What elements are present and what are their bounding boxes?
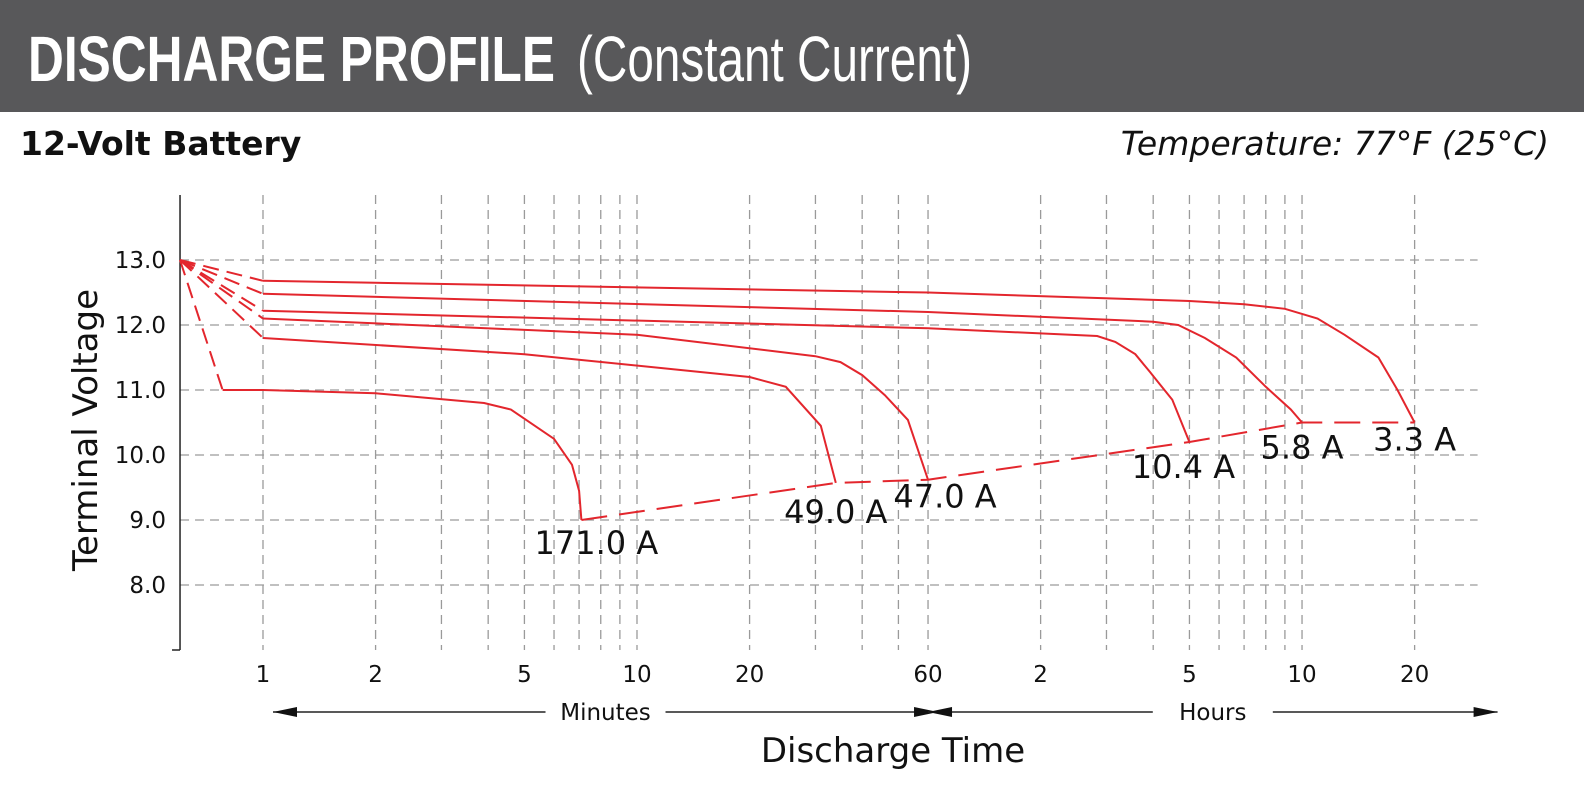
series-line (262, 309, 1191, 443)
series-line-start (179, 259, 264, 320)
series-label: 47.0 A (893, 478, 996, 516)
title-note: (Constant Current) (577, 23, 972, 95)
series-label: 3.3 A (1373, 421, 1456, 459)
y-tick-label: 11.0 (115, 378, 166, 404)
span-arrow (914, 707, 939, 717)
cutoff-line (581, 421, 1415, 521)
series-line (262, 279, 1416, 423)
y-tick-label: 9.0 (129, 508, 166, 534)
span-arrow (1473, 707, 1498, 717)
y-tick-label: 10.0 (115, 443, 166, 469)
series-line (262, 292, 1303, 424)
series-line-start (179, 259, 264, 339)
series-line-start (179, 259, 264, 312)
span-label: Hours (1179, 700, 1246, 726)
y-tick-label: 12.0 (115, 313, 166, 339)
span-arrow (273, 707, 297, 717)
x-tick-label: 20 (735, 662, 764, 688)
y-axis-label: Terminal Voltage (66, 289, 106, 572)
series-label: 171.0 A (535, 524, 659, 562)
x-tick-label: 5 (1182, 662, 1197, 688)
header-bar (0, 0, 1584, 112)
x-tick-label: 20 (1400, 662, 1429, 688)
x-axis-label: Discharge Time (761, 731, 1025, 771)
span-label-bg (545, 698, 666, 726)
x-tick-label: 10 (1287, 662, 1316, 688)
x-tick-label: 60 (913, 662, 942, 688)
y-tick-label: 8.0 (129, 573, 166, 599)
series-line-start (179, 259, 264, 282)
x-tick-label: 10 (622, 662, 651, 688)
y-tick-label: 13.0 (115, 248, 166, 274)
series-line-start (179, 259, 264, 295)
subtitle: 12-Volt Battery (20, 124, 301, 163)
series-label: 10.4 A (1132, 448, 1235, 486)
span-label: Minutes (560, 700, 651, 726)
series-label: 49.0 A (784, 493, 887, 531)
span-arrow (928, 707, 953, 717)
chart-title: DISCHARGE PROFILE (28, 23, 555, 95)
series-line (222, 389, 583, 521)
x-tick-label: 1 (256, 662, 271, 688)
x-tick-label: 5 (517, 662, 532, 688)
x-tick-label: 2 (368, 662, 383, 688)
series-label: 5.8 A (1261, 429, 1344, 467)
series-line (262, 317, 929, 481)
annotation: Temperature: 77°F (25°C) (1121, 124, 1549, 163)
series-line (262, 337, 837, 484)
x-tick-label: 2 (1033, 662, 1048, 688)
span-label-bg (1152, 698, 1273, 726)
